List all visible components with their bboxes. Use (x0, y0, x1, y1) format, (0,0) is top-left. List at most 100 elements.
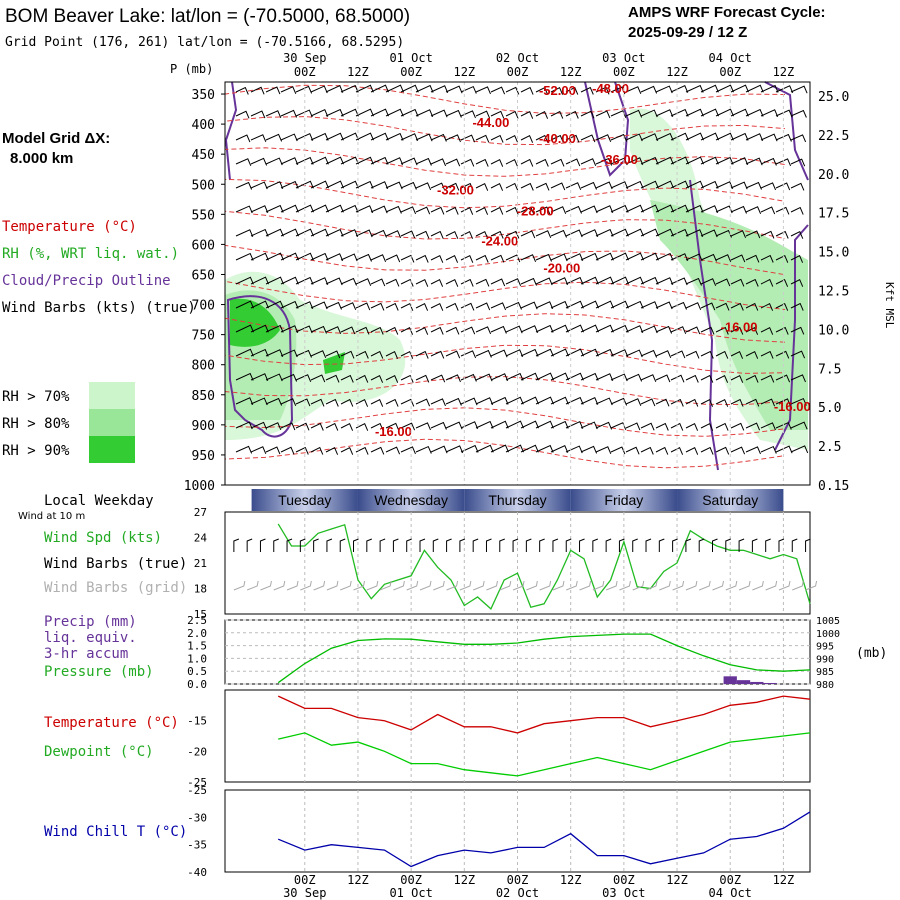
wind-barb (400, 108, 419, 117)
wind-barb (250, 324, 269, 333)
grid-wind-barb (353, 580, 366, 591)
y-tick-label: 21 (194, 557, 207, 570)
y-tick-label: 0.5 (187, 665, 207, 678)
wind-barb (595, 348, 614, 357)
surface-wind-barb (645, 538, 652, 552)
wind-barb (520, 301, 538, 310)
wind-barb (595, 300, 614, 309)
wind-barb (700, 350, 714, 359)
wind-barb (775, 133, 792, 142)
wind-barb (430, 133, 447, 142)
wind-barb (685, 302, 702, 310)
y-tick-label: -25 (187, 776, 207, 789)
wind-barb (235, 348, 254, 357)
wind-barb (535, 420, 554, 429)
wind-barb (640, 85, 658, 94)
y-tick-label: -25 (187, 784, 207, 797)
wind-barb (400, 181, 417, 190)
wind-barb (310, 422, 324, 431)
wind-barb (745, 351, 759, 359)
wind-barb (610, 181, 629, 189)
wind-barb (520, 325, 539, 333)
wind-barb (520, 230, 536, 239)
temperature-legend: Temperature (°C) (44, 715, 179, 731)
wind-barb (595, 205, 614, 213)
wind-barb (340, 84, 359, 93)
grid-wind-barb (645, 580, 658, 591)
wind-barb (580, 348, 599, 357)
pressure-tick: 650 (192, 268, 215, 283)
wind-barb (385, 254, 401, 263)
wind-barb (580, 300, 599, 309)
wind-barb (340, 108, 359, 117)
wind-barb (505, 230, 520, 239)
wind-barb (400, 278, 414, 287)
wind-barb (760, 254, 774, 263)
wind-barb (640, 109, 658, 118)
wind-barb (340, 302, 357, 310)
wind-barb (565, 134, 580, 143)
wind-barb (370, 108, 389, 117)
wind-barb (385, 132, 404, 141)
wind-barb (310, 204, 329, 213)
temperature-contour (224, 116, 786, 146)
wind-barb (415, 327, 429, 335)
grid-wind-barb (286, 580, 299, 591)
wind-at-label: Wind at 10 m (18, 511, 85, 522)
wind-barb (715, 108, 734, 117)
weekday-band-segment (357, 489, 465, 511)
wind-barb (385, 422, 400, 431)
temperature-contour-label: -40.00 (539, 131, 576, 146)
pressure-tick-label: 1000 (816, 629, 840, 640)
wind-barb (685, 204, 704, 213)
wind-barb (280, 325, 299, 333)
wind-barb (325, 277, 343, 286)
wind-barb (550, 348, 569, 357)
wind-barb (460, 373, 477, 382)
wind-barb (235, 86, 249, 95)
wind-barb (535, 111, 549, 119)
wind-barb (550, 229, 567, 238)
weekday-label: Saturday (702, 492, 758, 508)
rh-region (650, 200, 808, 430)
y-tick-label: 2.0 (187, 627, 207, 640)
wind-barb (655, 398, 670, 407)
wind-barb (760, 374, 775, 383)
wind-barb (235, 134, 251, 143)
wind-barb (520, 372, 539, 381)
wind-barb (370, 278, 386, 287)
wind-barb (475, 278, 490, 287)
wind-barb (490, 278, 506, 287)
wind-barb (415, 230, 430, 239)
bottom-time-tick: 00Z (613, 873, 635, 887)
wind-barb (475, 134, 490, 143)
top-time-tick: 12Z (560, 65, 582, 79)
wind-barb (310, 374, 326, 383)
height-tick: 0.15 (818, 479, 849, 494)
surface-wind-barb (485, 538, 492, 552)
wind-barb (430, 230, 444, 239)
surface-wind-barb (778, 538, 785, 552)
surface-wind-barb (592, 538, 599, 552)
wind-barb (310, 132, 329, 141)
wind-barb (475, 158, 489, 167)
wind-barb (370, 446, 385, 455)
grid-wind-barb (712, 580, 724, 591)
wind-barb (415, 445, 432, 454)
wind-barb (715, 326, 729, 335)
wind-barb (265, 181, 284, 189)
wind-barb (505, 254, 521, 263)
temperature-contour-label: -28.00 (517, 203, 554, 218)
wind-barb (340, 132, 359, 141)
wind-barb (310, 180, 329, 189)
wind-barb (475, 326, 492, 335)
wind-barb (250, 276, 269, 285)
wind-barb (235, 181, 253, 190)
wind-barb (355, 399, 369, 407)
wind-barb (250, 205, 269, 213)
wind-barb (490, 302, 507, 311)
wind-barb (325, 85, 344, 93)
wind-barb (310, 350, 327, 358)
wind-barb (235, 110, 250, 119)
wind-barb (325, 253, 344, 261)
